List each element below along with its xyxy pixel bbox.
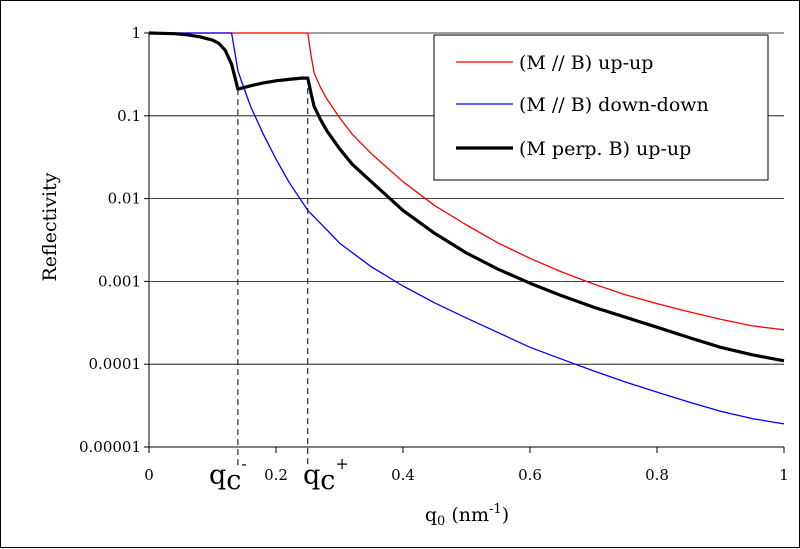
series-layer <box>148 31 785 425</box>
legend: (M // B) up-up (M // B) down-down (M perp.… <box>433 34 769 181</box>
y-tick-label: 1 <box>131 24 141 42</box>
legend-box <box>433 34 769 181</box>
x-axis-title-unit-sup: -1 <box>489 502 502 517</box>
qc-plus-base: q <box>303 460 320 491</box>
qc-plus-sup: + <box>335 454 348 473</box>
y-tick-label: 0.1 <box>117 107 141 125</box>
qc-minus-label: qc- <box>209 454 247 496</box>
x-tick-label: 1 <box>779 466 789 484</box>
qc-minus-sup: - <box>241 454 246 473</box>
x-tick-label: 0.8 <box>645 466 669 484</box>
y-tick-label: 0.00001 <box>79 438 141 456</box>
legend-label-0: (M // B) up-up <box>519 52 653 74</box>
x-tick-label: 0.2 <box>264 466 288 484</box>
y-tick-label: 0.01 <box>108 190 141 208</box>
x-axis-title-unit-close: ) <box>502 504 509 526</box>
axes <box>144 32 785 453</box>
series-line-1 <box>149 32 785 425</box>
qc-minus-sub: c <box>226 465 241 496</box>
y-axis-title: Reflectivity <box>39 172 61 281</box>
x-axis-title-base: q <box>425 504 437 526</box>
legend-label-2: (M perp. B) up-up <box>519 138 691 160</box>
series-line-2 <box>148 31 785 363</box>
legend-label-1: (M // B) down-down <box>519 94 709 116</box>
qc-plus-label: qc+ <box>303 454 349 496</box>
x-tick-label: 0.4 <box>391 466 415 484</box>
y-tick-label: 0.0001 <box>89 355 142 373</box>
qc-plus-sub: c <box>320 465 335 496</box>
critical-q-guides <box>237 78 309 467</box>
x-tick-label: 0.6 <box>518 466 542 484</box>
x-tick-label: 0 <box>144 466 154 484</box>
y-tick-label: 0.001 <box>98 272 141 290</box>
x-axis-title-unit-open: (nm <box>445 504 489 526</box>
qc-minus-base: q <box>209 460 226 491</box>
x-axis-title-sub: 0 <box>437 514 445 529</box>
series-line-0 <box>149 32 785 331</box>
x-axis-title: q0 (nm-1) <box>425 502 509 529</box>
